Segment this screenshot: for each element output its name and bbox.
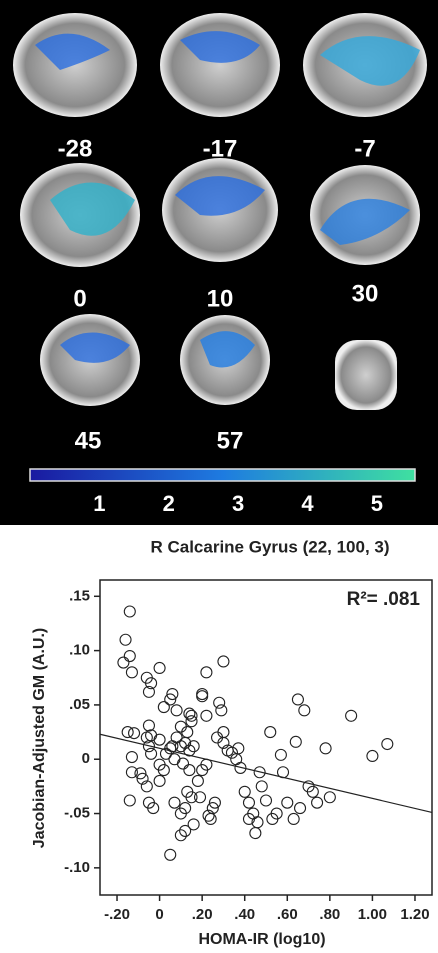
point <box>169 754 180 765</box>
plot-frame <box>100 580 432 895</box>
point <box>290 736 301 747</box>
point <box>171 705 182 716</box>
point <box>118 657 129 668</box>
point <box>124 606 135 617</box>
brain-images <box>13 13 427 410</box>
point <box>261 795 272 806</box>
point <box>146 730 157 741</box>
point <box>282 797 293 808</box>
point <box>158 702 169 713</box>
point <box>165 849 176 860</box>
point <box>250 828 261 839</box>
x-tick-label: 1.00 <box>358 906 387 923</box>
point <box>312 797 323 808</box>
point <box>205 813 216 824</box>
point <box>188 819 199 830</box>
point <box>216 705 227 716</box>
point <box>382 739 393 750</box>
colorbar-tick-label: 2 <box>163 491 175 516</box>
slice-label: 57 <box>217 427 244 454</box>
slice-label: -28 <box>58 135 93 162</box>
y-tick-label: .05 <box>69 696 90 713</box>
point <box>243 797 254 808</box>
point <box>295 803 306 814</box>
x-tick-label: .60 <box>277 906 298 923</box>
chart-title: R Calcarine Gyrus (22, 100, 3) <box>150 537 389 556</box>
point <box>129 728 140 739</box>
point <box>124 795 135 806</box>
point <box>175 830 186 841</box>
y-tick-label: .15 <box>69 587 90 604</box>
x-tick-label: .40 <box>234 906 255 923</box>
page: {"brain_panel": {"slice_labels": ["-28",… <box>0 0 438 953</box>
point <box>239 786 250 797</box>
point <box>324 792 335 803</box>
point <box>154 734 165 745</box>
point <box>120 634 131 645</box>
point <box>299 705 310 716</box>
y-tick-label: -.05 <box>64 805 90 822</box>
x-tick-label: 0 <box>155 906 163 923</box>
x-axis-label: HOMA-IR (log10) <box>198 931 325 948</box>
slice-label: 30 <box>352 280 379 307</box>
point <box>218 656 229 667</box>
x-tick-label: 1.20 <box>400 906 429 923</box>
colorbar-tick-label: 1 <box>93 491 105 516</box>
point <box>288 813 299 824</box>
point <box>192 775 203 786</box>
point <box>154 662 165 673</box>
point <box>154 775 165 786</box>
x-tick-label: -.20 <box>104 906 130 923</box>
point <box>256 781 267 792</box>
y-axis-label: Jacobian-Adjusted GM (A.U.) <box>31 628 48 848</box>
point <box>367 750 378 761</box>
point <box>292 694 303 705</box>
slice-label: -17 <box>203 135 238 162</box>
annotation: R²= .081 <box>347 589 421 610</box>
point <box>184 708 195 719</box>
slice-label: -7 <box>354 135 375 162</box>
x-tick-label: .80 <box>319 906 340 923</box>
point <box>275 749 286 760</box>
point <box>201 667 212 678</box>
point <box>178 758 189 769</box>
point <box>184 765 195 776</box>
y-tick-label: -.10 <box>64 859 90 876</box>
y-tick-label: .10 <box>69 642 90 659</box>
y-tick-label: 0 <box>82 750 90 767</box>
colorbar-tick-label: 5 <box>371 491 383 516</box>
point <box>126 752 137 763</box>
colorbar <box>30 469 415 481</box>
point <box>346 710 357 721</box>
point <box>320 743 331 754</box>
point <box>169 797 180 808</box>
slice-label: 45 <box>75 427 102 454</box>
slice-label: 0 <box>73 285 86 312</box>
point <box>171 732 182 743</box>
point <box>124 651 135 662</box>
point <box>201 710 212 721</box>
colorbar-tick-label: 4 <box>301 491 314 516</box>
point <box>195 792 206 803</box>
point <box>265 727 276 738</box>
slice-label: 10 <box>207 285 234 312</box>
colorbar-tick-label: 3 <box>232 491 244 516</box>
point <box>146 748 157 759</box>
x-tick-label: .20 <box>192 906 213 923</box>
point <box>143 720 154 731</box>
figure: R Calcarine Gyrus (22, 100, 3) R²= .081 … <box>0 0 438 953</box>
point <box>214 697 225 708</box>
point <box>126 667 137 678</box>
